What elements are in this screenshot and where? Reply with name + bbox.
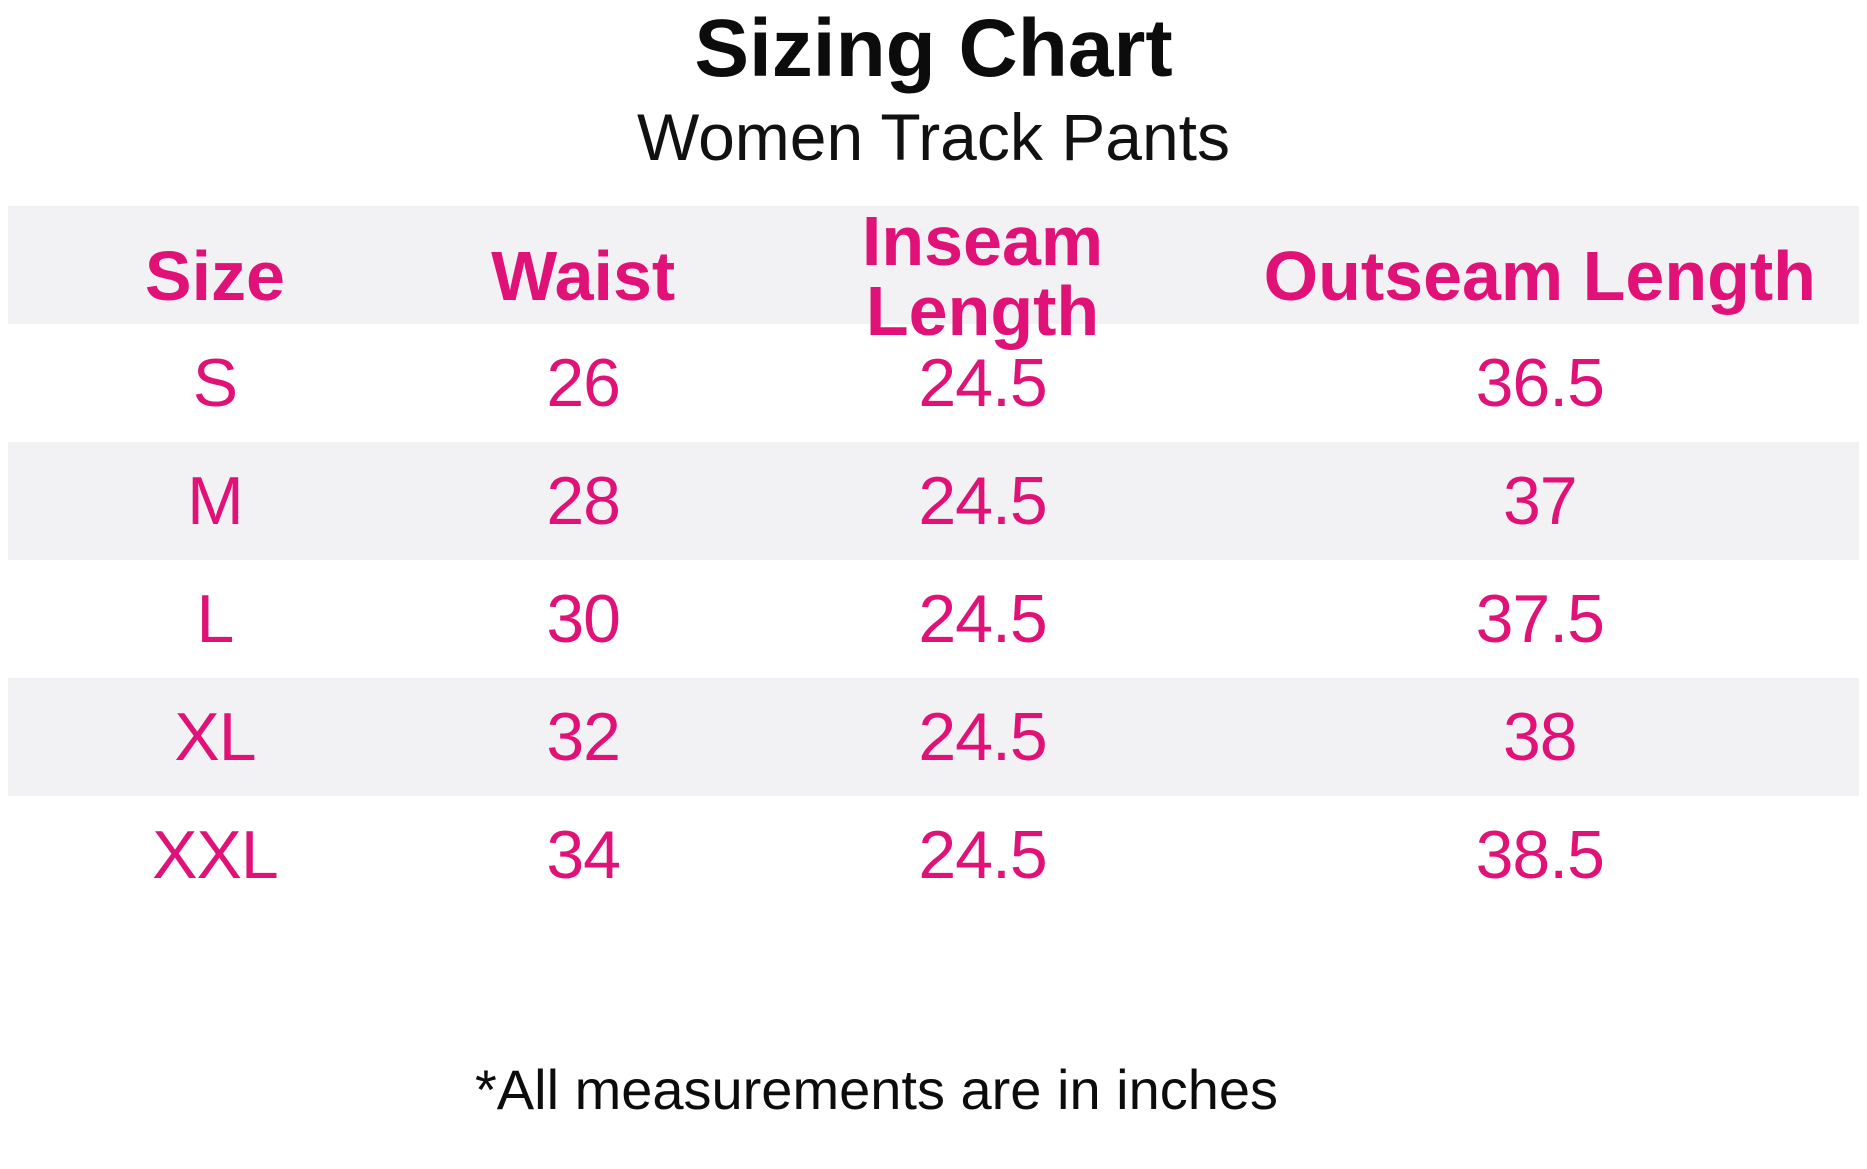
cell-inseam-m: 24.5 bbox=[918, 463, 1047, 539]
cell-outseam-l: 37.5 bbox=[1475, 581, 1605, 657]
page-title: Sizing Chart bbox=[694, 3, 1173, 94]
sizing-table: Size Waist Inseam Length Outseam Length … bbox=[8, 206, 1859, 914]
cell-inseam-s: 24.5 bbox=[918, 345, 1047, 421]
measurements-footnote: *All measurements are in inches bbox=[474, 1058, 1279, 1121]
header-cell-outseam-length: Outseam Length bbox=[1263, 237, 1816, 315]
header-cell-inseam-length: Inseam Length bbox=[861, 202, 1104, 350]
table-row-l: L 30 24.5 37.5 bbox=[8, 560, 1859, 678]
cell-size-m: M bbox=[187, 463, 244, 539]
cell-size-s: S bbox=[192, 345, 238, 421]
cell-inseam-l: 24.5 bbox=[918, 581, 1047, 657]
header-cell-waist: Waist bbox=[491, 237, 676, 315]
cell-size-xl: XL bbox=[174, 699, 256, 775]
cell-size-l: L bbox=[196, 581, 235, 657]
cell-waist-xl: 32 bbox=[546, 699, 621, 775]
table-row-xxl: XXL 34 24.5 38.5 bbox=[8, 796, 1859, 914]
table-row-xl: XL 32 24.5 38 bbox=[8, 678, 1859, 796]
cell-waist-m: 28 bbox=[546, 463, 621, 539]
cell-waist-s: 26 bbox=[546, 345, 621, 421]
table-header-row: Size Waist Inseam Length Outseam Length bbox=[8, 206, 1859, 346]
cell-waist-l: 30 bbox=[546, 581, 621, 657]
cell-outseam-m: 37 bbox=[1502, 463, 1578, 539]
table-row-m: M 28 24.5 37 bbox=[8, 442, 1859, 560]
cell-size-xxl: XXL bbox=[152, 817, 279, 893]
cell-inseam-xl: 24.5 bbox=[918, 699, 1047, 775]
header-cell-size: Size bbox=[144, 237, 285, 315]
page-subtitle: Women Track Pants bbox=[636, 100, 1230, 174]
cell-outseam-xl: 38 bbox=[1502, 699, 1578, 775]
cell-inseam-xxl: 24.5 bbox=[918, 817, 1047, 893]
cell-outseam-xxl: 38.5 bbox=[1475, 817, 1605, 893]
cell-waist-xxl: 34 bbox=[546, 817, 621, 893]
cell-outseam-s: 36.5 bbox=[1475, 345, 1605, 421]
table-row-s: S 26 24.5 36.5 bbox=[8, 324, 1859, 442]
